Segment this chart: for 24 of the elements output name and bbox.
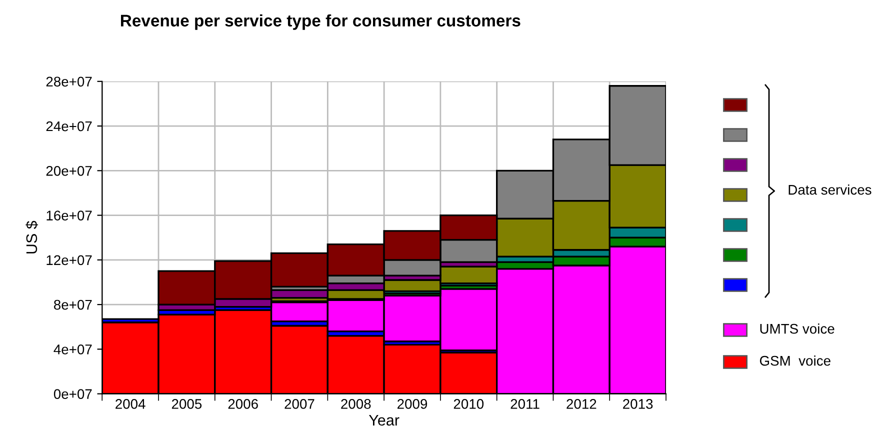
x-tick-label: 2012	[566, 399, 596, 409]
y-tick-label: 28e+07	[46, 76, 92, 87]
y-tick-label: 0e+07	[54, 389, 92, 399]
x-tick-label: 2006	[228, 399, 258, 409]
x-tick-label: 2010	[454, 399, 484, 409]
y-tick-label: 24e+07	[46, 121, 92, 132]
x-axis-title: Year	[368, 414, 400, 426]
x-tick-label: 2005	[172, 399, 202, 409]
y-tick-label: 4e+07	[54, 344, 92, 354]
x-tick-label: 2008	[341, 399, 371, 409]
chart-title: Revenue per service type for consumer customers	[120, 14, 520, 30]
x-tick-label: 2013	[623, 399, 653, 409]
x-tick-label: 2011	[510, 399, 540, 409]
x-tick-label: 2004	[116, 399, 146, 409]
y-tick-label: 8e+07	[54, 300, 92, 310]
y-tick-label: 16e+07	[46, 210, 92, 220]
x-tick-label: 2007	[284, 399, 314, 409]
y-tick-label: 20e+07	[46, 166, 92, 176]
legend-label: UMTS voice	[760, 324, 834, 334]
y-tick-label: 12e+07	[46, 255, 92, 266]
y-axis-title: US $	[26, 220, 38, 254]
legend-label: GSM voice	[760, 356, 830, 366]
text: Data services	[788, 184, 872, 195]
x-tick-label: 2009	[398, 399, 428, 409]
